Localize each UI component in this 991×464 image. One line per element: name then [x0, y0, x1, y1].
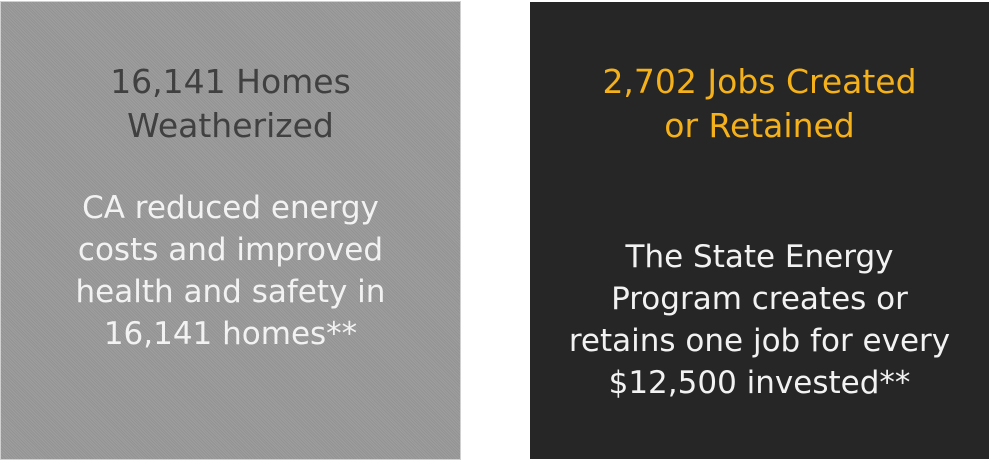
card-body-line: 16,141 homes**	[103, 316, 358, 352]
card-body-line: costs and improved	[77, 232, 384, 268]
homes-weatherized-card: 16,141 Homes Weatherized CA reduced ener…	[0, 1, 461, 460]
card-title-line: Weatherized	[127, 106, 334, 145]
card-body-line: $12,500 invested**	[608, 365, 911, 401]
card-body-line: health and safety in	[75, 274, 386, 310]
card-title-line: or Retained	[664, 106, 855, 145]
card-body: CA reduced energy costs and improved hea…	[76, 187, 386, 355]
card-title-line: 2,702 Jobs Created	[602, 62, 917, 101]
card-body: The State Energy Program creates or reta…	[569, 236, 950, 404]
card-body-line: Program creates or	[611, 281, 908, 317]
card-title-line: 16,141 Homes	[110, 62, 351, 101]
card-body-line: The State Energy	[625, 239, 894, 275]
jobs-created-card: 2,702 Jobs Created or Retained The State…	[530, 2, 989, 459]
card-title: 2,702 Jobs Created or Retained	[602, 60, 916, 148]
card-body-line: CA reduced energy	[82, 190, 379, 226]
card-title: 16,141 Homes Weatherized	[110, 60, 351, 148]
card-body-line: retains one job for every	[568, 323, 951, 359]
